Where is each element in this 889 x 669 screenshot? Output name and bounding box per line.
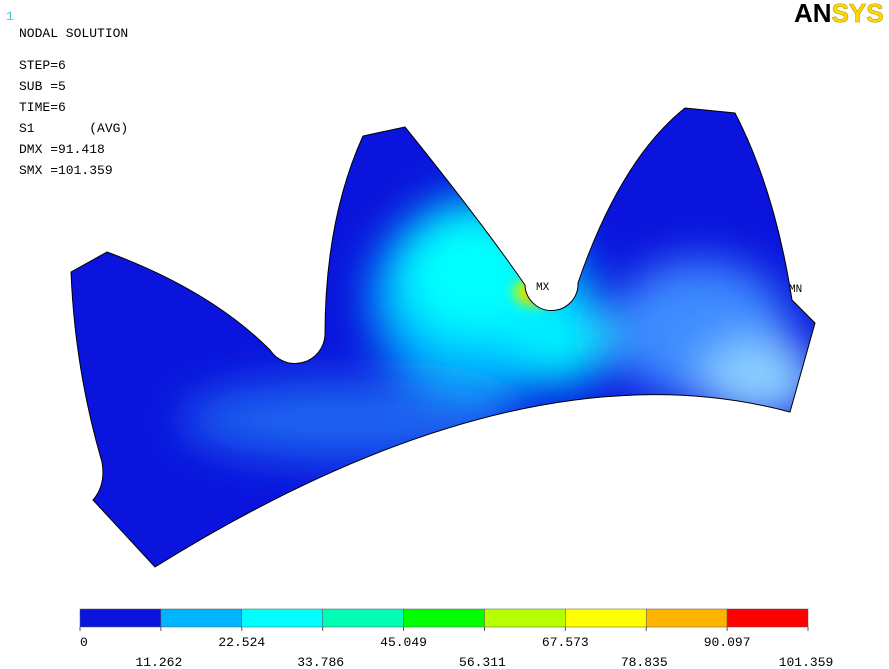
info-line: SMX =101.359: [19, 163, 113, 178]
legend-band: [403, 608, 485, 628]
logo-part: SYS: [832, 0, 884, 28]
info-line: DMX =91.418: [19, 142, 105, 157]
window-number: 1: [6, 9, 14, 24]
legend-label: 101.359: [779, 655, 834, 669]
info-block: NODAL SOLUTION STEP=6 SUB =5 TIME=6 S1 (AVG)…: [19, 26, 128, 178]
legend-band: [241, 608, 323, 628]
legend-label: 45.049: [380, 635, 427, 650]
legend-band: [565, 608, 647, 628]
info-line: SUB =5: [19, 79, 66, 94]
legend-band: [322, 608, 404, 628]
max-marker: MX: [536, 282, 550, 294]
legend-label: 11.262: [135, 655, 182, 669]
info-line: S1 (AVG): [19, 121, 128, 136]
legend-band: [484, 608, 566, 628]
contour-plot: [71, 108, 815, 567]
logo-part: AN: [794, 0, 832, 28]
min-marker: MN: [789, 284, 802, 296]
legend-label: 67.573: [542, 635, 589, 650]
logo: ANSYS: [794, 0, 884, 28]
legend-band: [726, 608, 809, 628]
legend-label: 22.524: [218, 635, 265, 650]
gear-outline: [70, 107, 816, 568]
legend-label: 56.311: [459, 655, 506, 669]
info-line: NODAL SOLUTION: [19, 26, 128, 41]
legend-band: [160, 608, 243, 628]
legend-band: [645, 608, 728, 628]
legend-label: 33.786: [297, 655, 344, 669]
legend: 0 11.262 22.524 33.786 45.049 56.311 67.573 78.…: [79, 608, 834, 669]
legend-label: 0: [80, 635, 88, 650]
legend-label: 78.835: [621, 655, 668, 669]
info-line: TIME=6: [19, 100, 66, 115]
legend-band: [79, 608, 162, 628]
legend-label: 90.097: [704, 635, 751, 650]
info-line: STEP=6: [19, 58, 66, 73]
